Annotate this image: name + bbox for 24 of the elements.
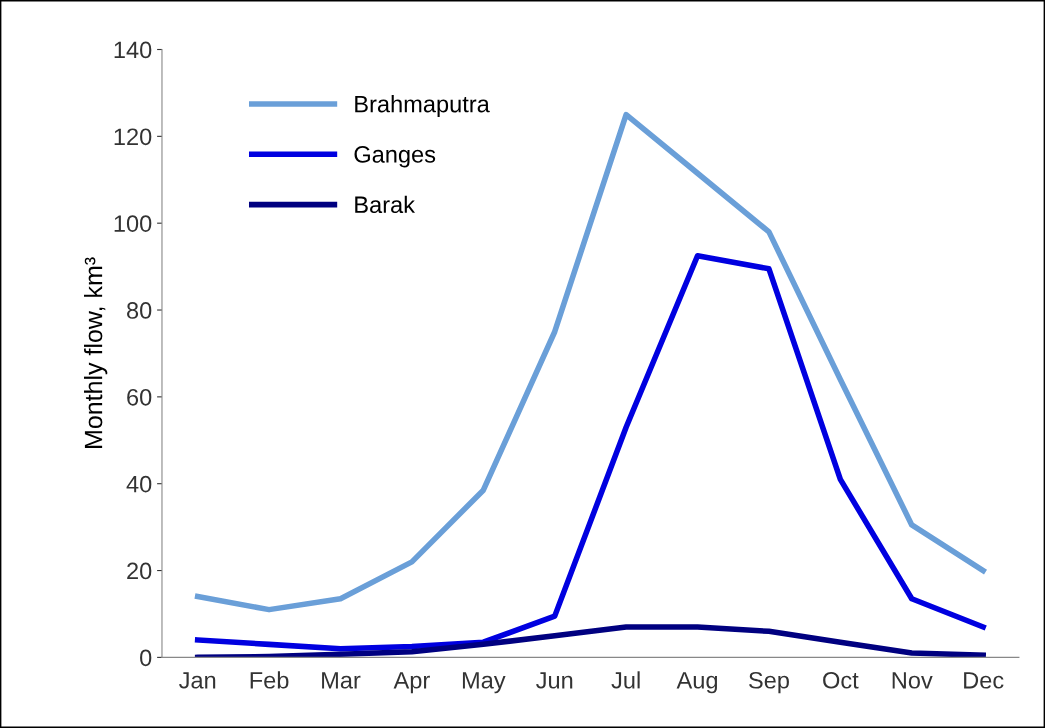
y-tick-label: 120	[114, 128, 152, 146]
y-tick-label: 60	[127, 388, 152, 406]
legend-label: Barak	[355, 195, 416, 214]
x-tick-label: Mar	[322, 672, 361, 689]
y-tick-label: 0	[140, 649, 152, 667]
x-tick-label: Jun	[536, 672, 573, 689]
y-tick-label: 40	[126, 475, 152, 493]
y-tick-label: 80	[127, 302, 152, 319]
x-tick-label: Apr	[393, 672, 430, 694]
x-tick-label: May	[462, 672, 506, 694]
legend-label: Brahmaputra	[355, 95, 490, 118]
x-tick-label: Sep	[749, 671, 789, 694]
y-tick-label: 140	[114, 41, 152, 59]
x-tick-label: Nov	[892, 672, 933, 689]
y-tick-label: 20	[127, 562, 152, 580]
x-tick-label: Jan	[179, 672, 216, 689]
legend-label: Ganges	[354, 146, 436, 168]
x-tick-label: Jul	[611, 671, 640, 689]
x-tick-label: Oct	[823, 671, 859, 689]
y-axis-title: Monthly flow, km³	[84, 257, 108, 448]
x-tick-label: Aug	[676, 672, 718, 694]
y-tick-label: 100	[114, 215, 152, 232]
x-tick-label: Dec	[964, 672, 1004, 689]
x-tick-label: Feb	[250, 671, 289, 689]
